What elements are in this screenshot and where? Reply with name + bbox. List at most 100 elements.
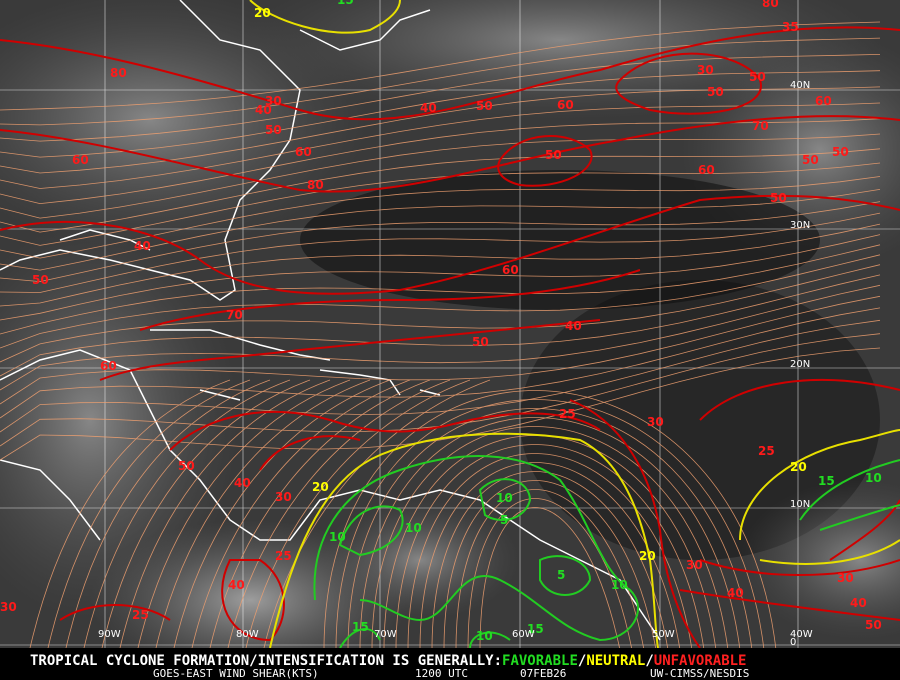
contour-labels: 8035806040507060504030254025303040506080… — [0, 0, 882, 643]
streamline — [0, 162, 881, 246]
contour-label: 80 — [307, 178, 324, 192]
contour-label: 60 — [72, 153, 89, 167]
headline: TROPICAL CYCLONE FORMATION/INTENSIFICATI… — [30, 653, 502, 669]
contour-label: 50 — [472, 335, 489, 349]
longitude-label: 90W — [98, 629, 121, 640]
streamline — [455, 489, 645, 651]
streamline — [173, 379, 391, 649]
contour-label: 80 — [762, 0, 779, 10]
contour-label: 50 — [32, 273, 49, 287]
streamline — [209, 379, 431, 649]
streamline — [0, 189, 881, 271]
streamline — [0, 244, 881, 335]
contour-label: 60 — [100, 359, 117, 373]
longitude-label: 40W — [790, 629, 813, 640]
slash: / — [645, 653, 653, 669]
contour-label: 40 — [234, 476, 251, 490]
contour-label: 50 — [707, 85, 724, 99]
streamline — [263, 379, 491, 649]
contour-label: 30 — [647, 415, 664, 429]
streamline — [0, 102, 881, 189]
streamline — [0, 37, 881, 126]
streamline — [0, 295, 881, 405]
contour-label: 15 — [818, 474, 835, 488]
streamline — [0, 54, 881, 142]
streamline — [0, 176, 881, 259]
contour-label: 60 — [698, 163, 715, 177]
unfavorable: UNFAVORABLE — [654, 653, 747, 669]
contour-label: 20 — [254, 6, 271, 20]
contour-label: 40 — [228, 578, 245, 592]
streamline — [371, 426, 729, 651]
contour-label: 50 — [545, 148, 562, 162]
contour-label: 15 — [352, 620, 369, 634]
contour-label: 5 — [557, 568, 565, 582]
streamline — [119, 379, 331, 649]
contour-label: 60 — [502, 263, 519, 277]
contour-label: 10 — [496, 491, 513, 505]
coastlines — [0, 0, 661, 641]
contour-label: 10 — [476, 629, 493, 643]
streamline — [347, 408, 753, 651]
contour-label: 50 — [476, 99, 493, 113]
footer-bar — [0, 648, 900, 680]
streamline — [0, 201, 881, 283]
contour-label: 15 — [337, 0, 354, 7]
streamline — [0, 307, 881, 419]
contour-label: 10 — [865, 471, 882, 485]
streamline — [323, 390, 777, 651]
streamline — [29, 379, 231, 649]
contour-label: 10 — [329, 530, 346, 544]
streamline — [359, 417, 741, 651]
contour-label: 25 — [758, 444, 775, 458]
contour-label: 35 — [782, 20, 799, 34]
streamline — [395, 444, 705, 651]
contour-label: 50 — [265, 123, 282, 137]
contour-label: 25 — [132, 608, 149, 622]
streamline — [431, 471, 669, 651]
streamline — [0, 223, 881, 307]
product: GOES-EAST WIND SHEAR(KTS) — [153, 667, 319, 680]
contour-label: 40 — [850, 596, 867, 610]
streamline — [0, 148, 881, 233]
streamline — [479, 507, 621, 651]
contour-label: 25 — [559, 407, 576, 421]
date: 07FEB26 — [520, 667, 566, 680]
streamline — [0, 70, 881, 158]
streamline — [0, 254, 881, 349]
time: 1200 UTC — [415, 667, 468, 680]
streamline — [137, 379, 351, 649]
streamline — [0, 212, 881, 293]
longitude-label: 60W — [512, 629, 535, 640]
contour-label: 15 — [527, 622, 544, 636]
contour-label: 20 — [639, 549, 656, 563]
streamline — [245, 379, 471, 649]
contour-label: 30 — [275, 490, 292, 504]
source: UW-CIMSS/NESDIS — [650, 667, 749, 680]
streamline — [0, 264, 881, 363]
latitude-label: 40N — [790, 80, 810, 91]
streamline — [0, 21, 881, 111]
contour-label: 50 — [178, 459, 195, 473]
contour-label: 20 — [312, 480, 329, 494]
streamline — [0, 284, 881, 391]
streamline — [443, 480, 657, 651]
longitude-label: 70W — [374, 629, 397, 640]
streamline — [0, 234, 881, 321]
contour-label: 5 — [500, 513, 508, 527]
contour-label: 30 — [697, 63, 714, 77]
contour-label: 50 — [749, 70, 766, 84]
contour-label: 20 — [790, 460, 807, 474]
streamline — [0, 86, 881, 174]
streamline — [83, 379, 291, 649]
streamline — [65, 379, 271, 649]
contour-label: 30 — [686, 558, 703, 572]
contour-label: 40 — [727, 586, 744, 600]
contour-label: 30 — [837, 571, 854, 585]
contour-label: 40 — [420, 101, 437, 115]
contour-label: 70 — [226, 308, 243, 322]
contours — [0, 0, 900, 649]
